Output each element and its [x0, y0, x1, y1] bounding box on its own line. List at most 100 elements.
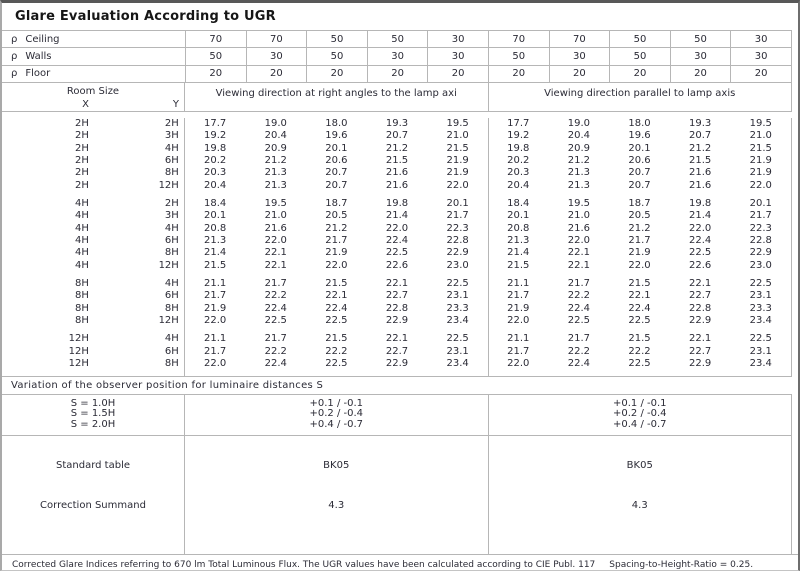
ugr-value: 20.7 [325, 179, 348, 191]
ugr-table-row: 2H 8H 20.3 21.3 20.7 21.6 21.9 20.3 21.3 20.7 21.6… [2, 167, 791, 179]
ugr-value: 21.0 [749, 130, 772, 142]
ugr-table-row: 4H 2H 18.4 19.5 18.7 19.8 20.1 18.4 19.5 18.7 19.8… [2, 198, 791, 210]
ugr-value: 22.9 [385, 315, 409, 327]
ugr-value: 21.9 [749, 167, 772, 179]
room-size-x: 4H [75, 222, 89, 234]
ugr-value: 22.4 [567, 302, 590, 314]
room-size-y: 6H [164, 154, 179, 166]
room-size-x: 2H [75, 142, 89, 154]
ugr-value: 21.7 [567, 278, 590, 290]
room-size-y: 4H [164, 278, 179, 290]
ugr-value: 19.5 [567, 197, 590, 209]
ugr-value: 21.3 [567, 167, 590, 179]
ugr-value: 21.7 [628, 234, 651, 246]
reflectance-value: 30 [669, 48, 731, 65]
ugr-value: 22.0 [567, 234, 590, 246]
reflectance-value: 70 [185, 31, 246, 48]
ugr-value: 23.1 [749, 290, 772, 302]
ugr-value: 21.7 [749, 210, 772, 222]
ugr-value: 22.6 [688, 259, 712, 271]
reflectance-value: 20 [427, 65, 488, 82]
ugr-value: 21.0 [567, 210, 590, 222]
ugr-value: 20.1 [628, 142, 651, 154]
reflectance-row: ρ Floor 20 20 20 20 20 20 20 20 20 20 [2, 65, 792, 83]
summary-values-left: BK05 4.3 [185, 436, 488, 554]
report-footer: Corrected Glare Indices referring to 670… [2, 553, 798, 570]
ugr-value: 21.2 [385, 142, 409, 154]
y-column-label: Y [172, 98, 179, 110]
ugr-value: 21.4 [688, 210, 712, 222]
reflectance-value: 20 [185, 65, 246, 82]
ugr-value: 20.7 [628, 179, 651, 191]
ugr-value: 23.4 [749, 358, 772, 370]
ugr-value: 21.7 [507, 345, 530, 357]
ugr-table-row: 2H 2H 17.7 19.0 18.0 19.3 19.5 17.7 19.0 18.0 19.3… [2, 118, 791, 130]
ugr-value: 18.0 [628, 117, 651, 129]
ugr-value: 22.9 [688, 358, 712, 370]
ugr-value: 22.0 [688, 222, 712, 234]
ugr-value: 22.0 [325, 259, 348, 271]
ugr-value: 22.4 [264, 358, 287, 370]
standard-table-value: BK05 [626, 459, 653, 471]
s-distance-labels: S = 1.0H S = 1.5H S = 2.0H [2, 394, 185, 435]
ugr-value: 22.4 [567, 358, 590, 370]
ugr-value: 22.1 [264, 259, 287, 271]
ugr-value: 20.4 [264, 130, 287, 142]
ugr-value: 23.0 [749, 259, 772, 271]
ugr-value: 22.1 [628, 290, 651, 302]
ugr-value: 22.5 [688, 247, 712, 259]
ugr-value: 23.4 [446, 358, 469, 370]
room-size-x: 2H [75, 179, 89, 191]
ugr-value: 20.7 [385, 130, 409, 142]
ugr-value: 21.3 [203, 234, 227, 246]
ugr-value: 22.5 [749, 278, 772, 290]
ugr-value: 17.7 [507, 117, 530, 129]
room-size-y: 8H [164, 302, 179, 314]
ugr-value: 20.5 [325, 210, 348, 222]
room-size-y: 8H [164, 167, 179, 179]
ugr-value: 22.9 [385, 358, 409, 370]
variation-table: S = 1.0H S = 1.5H S = 2.0H +0.1 / -0.1 +0.2… [2, 394, 792, 436]
ugr-value: 21.7 [264, 278, 287, 290]
ugr-value: 22.5 [325, 315, 348, 327]
ugr-table-row: 4H 4H 20.8 21.6 21.2 22.0 22.3 20.8 21.6 21.2 22.0… [2, 223, 791, 235]
reflectance-value: 50 [185, 48, 246, 65]
ugr-table-row: 8H 4H 21.1 21.7 21.5 22.1 22.5 21.1 21.7 21.5 22.1… [2, 278, 791, 290]
correction-summand-label: Correction Summand [40, 499, 146, 511]
room-size-y: 4H [164, 333, 179, 345]
ugr-table-row: 8H 6H 21.7 22.2 22.1 22.7 23.1 21.7 22.2 22.1 22.7… [2, 290, 791, 302]
room-size-y: 6H [164, 290, 179, 302]
ugr-value: 22.7 [385, 290, 409, 302]
reflectance-value: 20 [245, 65, 307, 82]
ugr-value: 20.1 [446, 197, 469, 209]
reflectance-value: 70 [245, 31, 307, 48]
ugr-value: 22.5 [264, 315, 287, 327]
ugr-value: 21.7 [264, 333, 287, 345]
s-correction-value: +0.2 / -0.4 [612, 408, 667, 420]
ugr-table-row: 4H 12H 21.5 22.1 22.0 22.6 23.0 21.5 22.1 22.0 22.… [2, 260, 791, 272]
ugr-value: 20.5 [628, 210, 651, 222]
ugr-value: 20.7 [628, 167, 651, 179]
reflectance-value: 50 [306, 31, 367, 48]
room-size-y: 3H [164, 210, 179, 222]
ugr-value: 23.3 [749, 302, 772, 314]
room-size-group: 8H 4H 21.1 21.7 21.5 22.1 22.5 21.1 21.7 21.5 22.1… [2, 278, 791, 327]
ugr-value: 20.2 [507, 154, 530, 166]
ugr-value: 21.9 [507, 302, 530, 314]
room-size-x: 12H [68, 358, 89, 370]
s-correction-value: +0.1 / -0.1 [612, 397, 667, 409]
summary-values-right: BK05 4.3 [487, 435, 792, 554]
reflectance-value: 30 [730, 31, 791, 48]
ugr-value: 22.4 [628, 302, 651, 314]
ugr-value: 21.3 [264, 167, 287, 179]
ugr-value: 19.0 [264, 117, 287, 129]
ugr-value: 20.2 [203, 154, 227, 166]
ugr-value: 20.1 [749, 197, 772, 209]
reflectance-value: 20 [730, 65, 791, 82]
ugr-value: 22.2 [567, 345, 590, 357]
ugr-table-row: 2H 12H 20.4 21.3 20.7 21.6 22.0 20.4 21.3 20.7 21.… [2, 180, 791, 192]
ugr-value: 19.5 [264, 197, 287, 209]
room-size-y: 6H [164, 345, 179, 357]
ugr-value: 22.3 [446, 222, 469, 234]
ugr-value: 18.7 [325, 197, 348, 209]
